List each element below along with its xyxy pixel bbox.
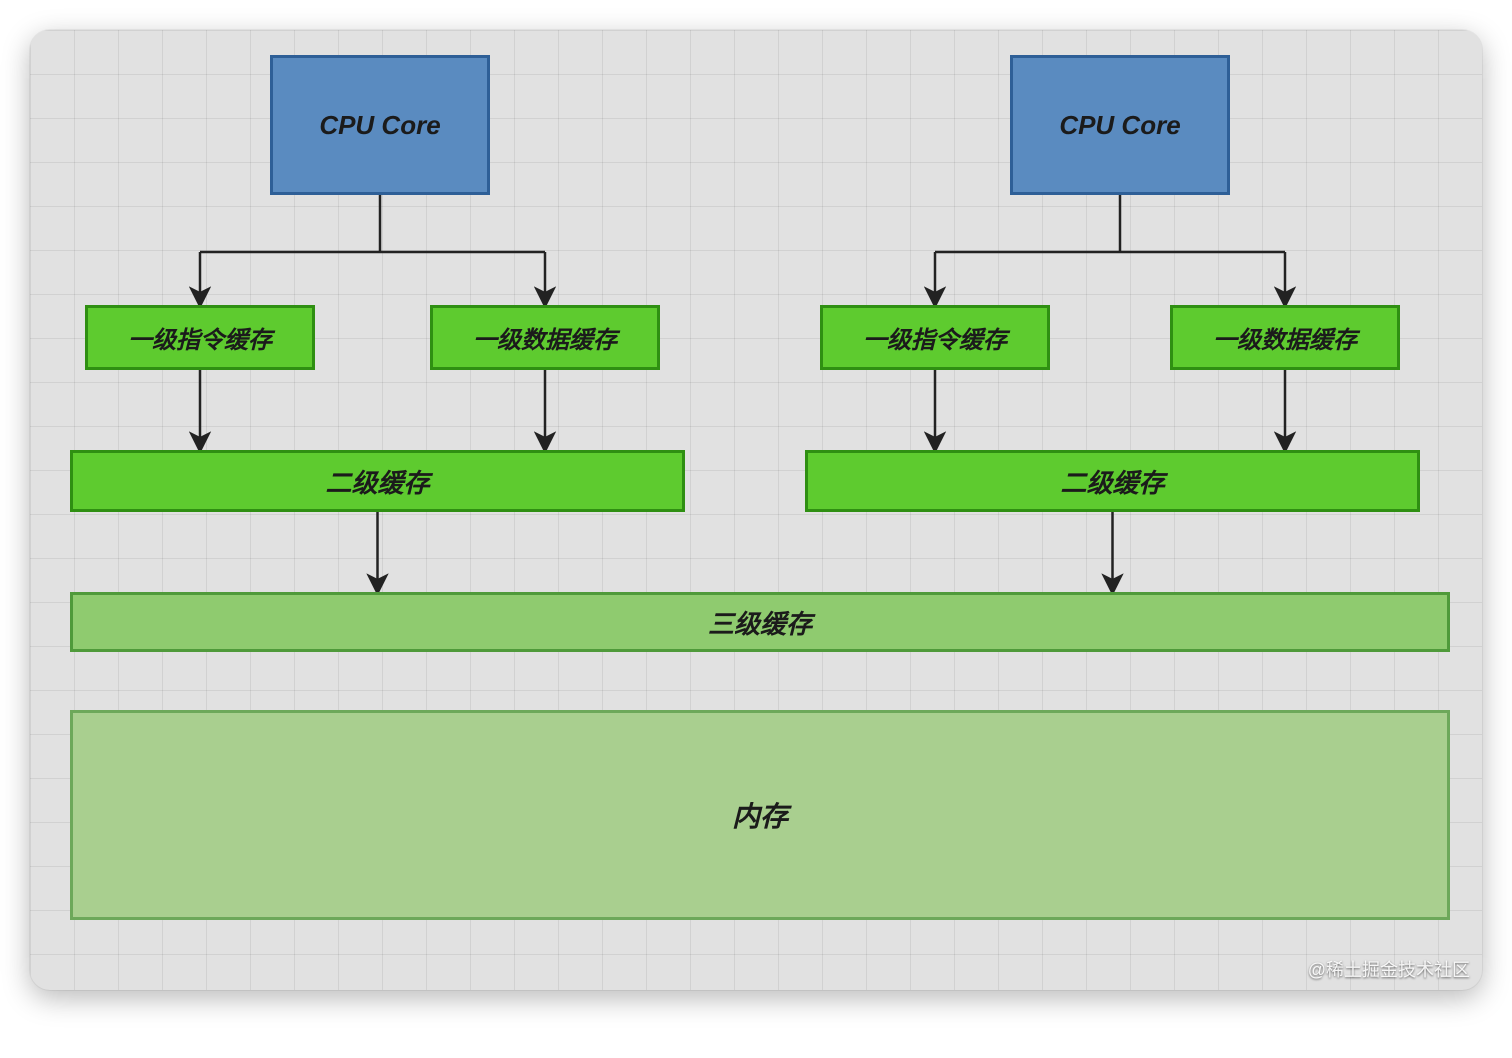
diagram-frame: CPU Core CPU Core 一级指令缓存 一级数据缓存 一级指令缓存 一…	[30, 30, 1482, 990]
node-memory: 内存	[70, 710, 1450, 920]
node-l1-data-right: 一级数据缓存	[1170, 305, 1400, 370]
node-l2-cache-left: 二级缓存	[70, 450, 685, 512]
node-l1-instruction-left: 一级指令缓存	[85, 305, 315, 370]
node-cpu-core-left: CPU Core	[270, 55, 490, 195]
node-l3-cache: 三级缓存	[70, 592, 1450, 652]
node-l1-data-left: 一级数据缓存	[430, 305, 660, 370]
node-cpu-core-right: CPU Core	[1010, 55, 1230, 195]
node-l2-cache-right: 二级缓存	[805, 450, 1420, 512]
node-l1-instruction-right: 一级指令缓存	[820, 305, 1050, 370]
watermark-text: @稀土掘金技术社区	[1308, 956, 1470, 982]
